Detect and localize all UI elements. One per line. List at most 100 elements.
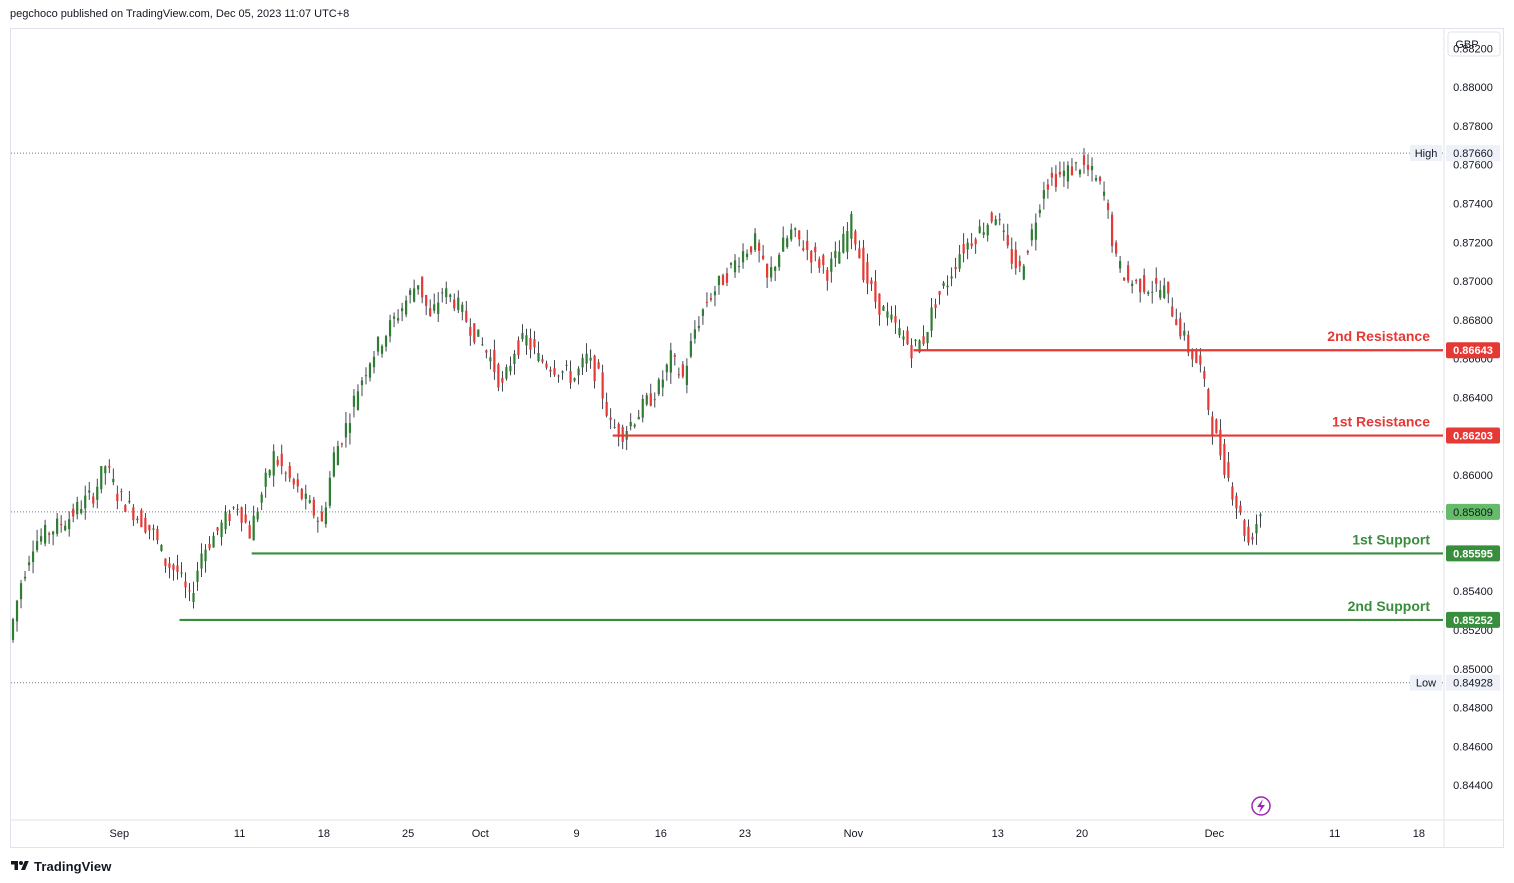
high-price-tag (1446, 145, 1500, 162)
candle-up (344, 423, 348, 438)
candle-down (1054, 174, 1058, 188)
y-tick-label: 0.85000 (1453, 664, 1493, 676)
currency-box[interactable] (1447, 31, 1501, 57)
candle-up (926, 331, 929, 344)
candle-down (798, 230, 801, 240)
2nd-resistance-price-tag (1446, 342, 1500, 359)
candle-up (717, 275, 721, 286)
candle-down (569, 371, 572, 383)
candle-down (1203, 371, 1206, 379)
candle-up (104, 466, 107, 474)
candle-up (585, 353, 588, 364)
1st-support-label: 1st Support (1352, 531, 1430, 547)
candle-down (826, 269, 829, 281)
x-tick-label: 25 (402, 828, 414, 840)
candle-up (669, 350, 672, 373)
candle-down (597, 362, 600, 369)
candle-up (437, 302, 440, 314)
candle-up (589, 357, 592, 361)
candle-down (280, 453, 283, 467)
candle-down (240, 507, 243, 523)
candle-up (1131, 283, 1134, 286)
candle-up (946, 285, 949, 288)
candle-down (858, 248, 861, 259)
y-tick-label: 0.85400 (1453, 586, 1493, 598)
candle-up (332, 452, 336, 477)
candle-down (244, 514, 247, 523)
candle-down (1098, 177, 1102, 182)
candle-down (934, 304, 937, 309)
candle-up (1074, 162, 1078, 164)
last-price-tag (1446, 503, 1500, 520)
last-price-value: 0.85809 (1453, 507, 1493, 519)
candle-up (790, 229, 793, 240)
candle-up (637, 416, 640, 420)
candle-down (284, 472, 287, 474)
candle-down (894, 315, 897, 323)
candle-down (108, 466, 111, 468)
x-tick-label: 20 (1076, 828, 1088, 840)
candle-up (986, 224, 989, 236)
candle-up (505, 367, 508, 379)
candle-down (340, 443, 344, 445)
candle-down (144, 517, 147, 533)
candle-up (513, 353, 516, 364)
candle-down (1086, 164, 1090, 170)
candle-down (1110, 214, 1114, 247)
currency-label: GBP (1455, 39, 1478, 51)
candle-down (164, 558, 167, 566)
candle-up (76, 501, 79, 515)
chart-frame[interactable] (10, 28, 1504, 848)
x-tick-label: 18 (1413, 828, 1425, 840)
x-tick-label: Sep (110, 828, 130, 840)
y-tick-label: 0.88000 (1453, 82, 1493, 94)
candle-up (84, 495, 87, 509)
candle-down (501, 377, 504, 383)
candle-up (665, 364, 668, 373)
candle-up (56, 518, 59, 534)
footer: TradingView (10, 856, 111, 876)
x-tick-label: 11 (1329, 828, 1340, 840)
candle-down (184, 581, 187, 588)
candle-down (541, 359, 544, 362)
candle-down (862, 247, 865, 281)
candle-up (890, 314, 893, 320)
candle-down (1235, 495, 1238, 509)
candle-up (998, 219, 1001, 221)
candle-down (124, 505, 127, 512)
tradingview-logo-icon[interactable] (10, 859, 30, 873)
candle-up (457, 297, 460, 311)
candle-down (288, 465, 291, 479)
lightning-icon[interactable] (1251, 796, 1271, 816)
candle-up (645, 395, 648, 405)
candle-up (733, 260, 737, 273)
candle-down (156, 528, 159, 541)
candle-up (388, 320, 392, 337)
candle-up (1090, 165, 1094, 171)
candle-up (914, 339, 917, 342)
tradingview-brand[interactable]: TradingView (34, 858, 112, 874)
candle-up (1159, 290, 1162, 298)
candle-up (525, 335, 528, 346)
candle-down (120, 491, 123, 493)
candle-down (485, 350, 488, 353)
candle-up (950, 276, 953, 279)
candle-up (830, 258, 833, 272)
y-tick-label: 0.87800 (1453, 121, 1493, 133)
2nd-resistance-price-value: 0.86643 (1453, 345, 1493, 357)
candle-up (966, 242, 969, 250)
candle-down (593, 355, 596, 382)
candle-down (1223, 443, 1226, 475)
candle-down (1135, 280, 1138, 282)
candle-up (96, 486, 99, 500)
candle-up (701, 309, 705, 316)
candle-up (1042, 190, 1045, 199)
candle-up (409, 290, 412, 295)
candle-down (168, 563, 171, 568)
candle-down (705, 301, 709, 303)
candle-down (292, 479, 295, 485)
candle-up (633, 424, 636, 427)
candle-up (152, 528, 155, 530)
candle-up (982, 232, 985, 235)
